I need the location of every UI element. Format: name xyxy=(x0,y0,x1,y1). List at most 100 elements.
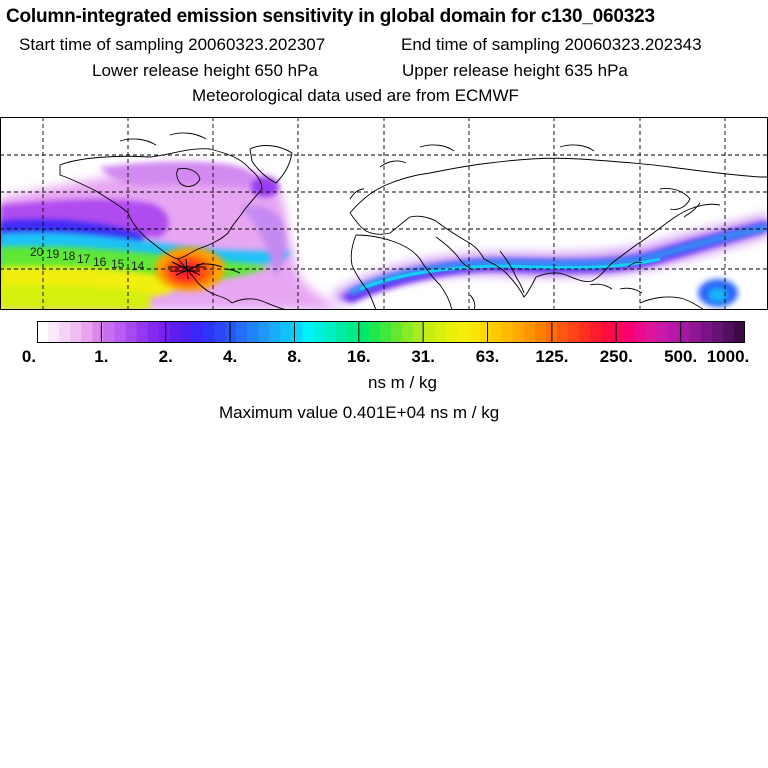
upper-release-height-label: Upper release height 635 hPa xyxy=(402,61,628,80)
release-location-markers xyxy=(168,258,206,280)
color-bar-cell xyxy=(59,321,71,343)
color-bar-cell xyxy=(601,321,613,343)
color-bar-tick-label: 8. xyxy=(287,347,302,366)
color-bar-cell xyxy=(457,321,469,343)
color-bar-cell xyxy=(479,321,492,343)
color-bar-cell xyxy=(711,321,724,343)
color-bar-tick-label: 63. xyxy=(475,347,500,366)
color-bar-cell xyxy=(37,321,49,343)
color-bar-cell xyxy=(357,321,370,343)
plot-title: Column-integrated emission sensitivity i… xyxy=(6,6,655,27)
lower-release-height-label: Lower release height 650 hPa xyxy=(92,61,318,80)
color-bar-cell xyxy=(424,321,436,343)
color-bar-separators xyxy=(100,321,682,343)
color-bar-cell xyxy=(313,321,326,343)
maximum-value-label: Maximum value 0.401E+04 ns m / kg xyxy=(219,403,500,422)
color-bar-cell xyxy=(136,321,149,343)
color-bar-cell xyxy=(103,321,115,343)
color-bar-cell xyxy=(612,321,624,343)
color-bar-cell xyxy=(634,321,646,343)
color-bar-cell xyxy=(523,321,536,343)
color-bar-cell xyxy=(678,321,691,343)
color-bar-tick-label: 4. xyxy=(222,347,238,366)
color-bar-cell xyxy=(645,321,657,343)
trajectory-label: 17 xyxy=(77,252,91,266)
color-bar-cell xyxy=(247,321,259,343)
color-bar-cell xyxy=(70,321,82,343)
color-bar-cell xyxy=(346,321,359,343)
lat-lon-grid xyxy=(0,117,768,310)
color-bar-cell xyxy=(335,321,348,343)
color-bar-cell xyxy=(225,321,237,343)
color-bar-cell xyxy=(169,321,182,343)
color-bar-tick-label: 31. xyxy=(411,347,435,366)
sensitivity-map: 20 19 18 17 16 15 14 xyxy=(0,117,768,310)
color-bar-tick-label: 16. xyxy=(346,347,371,366)
color-bar-tick-label: 250. xyxy=(599,347,633,366)
color-bar-cell xyxy=(579,321,591,343)
color-bar-cell xyxy=(512,321,525,343)
trajectory-labels: 20 19 18 17 16 15 14 xyxy=(30,245,145,273)
color-bar-cell xyxy=(158,321,171,343)
color-bar-cell xyxy=(667,321,680,343)
color-bar-tick-label: 2. xyxy=(158,347,173,366)
color-bar-cell xyxy=(291,321,303,343)
color-bar-cell xyxy=(324,321,337,343)
color-bar-cell xyxy=(689,321,702,343)
color-bar-cell xyxy=(48,321,60,343)
color-bar-cell xyxy=(490,321,503,343)
color-bar-tick-label: 1000. xyxy=(706,347,750,366)
trajectory-label: 15 xyxy=(111,257,125,271)
color-bar-cells xyxy=(37,321,745,343)
color-bar-cell xyxy=(590,321,602,343)
color-bar-cell xyxy=(280,321,292,343)
color-bar-cell xyxy=(92,321,104,343)
color-bar-tick-label: 500. xyxy=(664,347,698,366)
color-bar-cell xyxy=(114,321,126,343)
color-bar-cell xyxy=(214,321,226,343)
color-bar-cell xyxy=(147,321,160,343)
color-bar-cell xyxy=(656,321,669,343)
end-time-label: End time of sampling 20060323.202343 xyxy=(401,35,702,54)
color-bar-cell xyxy=(368,321,381,343)
color-bar-cell xyxy=(302,321,315,343)
color-bar-cell xyxy=(269,321,281,343)
color-bar-cell xyxy=(191,321,204,343)
color-bar-cell xyxy=(202,321,215,343)
color-bar-frame xyxy=(37,321,745,343)
color-bar-tick-labels: 0. 1. 2. 4. 8. 16. 31. 63. 125. 250. 500. 1000. xyxy=(0,347,768,367)
color-bar-cell xyxy=(402,321,414,343)
color-bar-tick-label: 0. xyxy=(21,347,37,366)
color-bar-cell xyxy=(733,321,745,343)
coastlines xyxy=(59,132,768,310)
color-bar-cell xyxy=(125,321,138,343)
trajectory-label: 16 xyxy=(93,255,107,269)
color-bar xyxy=(37,321,745,343)
color-bar-cell xyxy=(379,321,392,343)
trajectory-label: 14 xyxy=(131,259,145,273)
start-time-label: Start time of sampling 20060323.202307 xyxy=(19,35,326,54)
color-bar-cell xyxy=(468,321,480,343)
trajectory-label: 18 xyxy=(62,249,76,263)
color-bar-cell xyxy=(623,321,635,343)
color-bar-tick-label: 125. xyxy=(535,347,569,366)
color-bar-cell xyxy=(446,321,458,343)
color-bar-cell xyxy=(568,321,580,343)
met-data-label: Meteorological data used are from ECMWF xyxy=(192,86,519,105)
color-bar-cell xyxy=(180,321,193,343)
color-bar-cell xyxy=(81,321,93,343)
trajectory-label: 20 xyxy=(30,245,44,259)
trajectory-label: 19 xyxy=(46,247,60,261)
color-bar-tick-label: 1. xyxy=(94,347,109,366)
color-bar-cell xyxy=(413,321,425,343)
color-bar-cell xyxy=(435,321,447,343)
color-bar-cell xyxy=(391,321,403,343)
color-bar-cell xyxy=(556,321,569,343)
sensitivity-field xyxy=(0,161,768,310)
color-bar-cell xyxy=(236,321,248,343)
color-bar-cell xyxy=(722,321,735,343)
color-bar-cell xyxy=(501,321,514,343)
color-bar-cell xyxy=(258,321,270,343)
color-bar-cell xyxy=(700,321,713,343)
units-label: ns m / kg xyxy=(368,373,437,392)
